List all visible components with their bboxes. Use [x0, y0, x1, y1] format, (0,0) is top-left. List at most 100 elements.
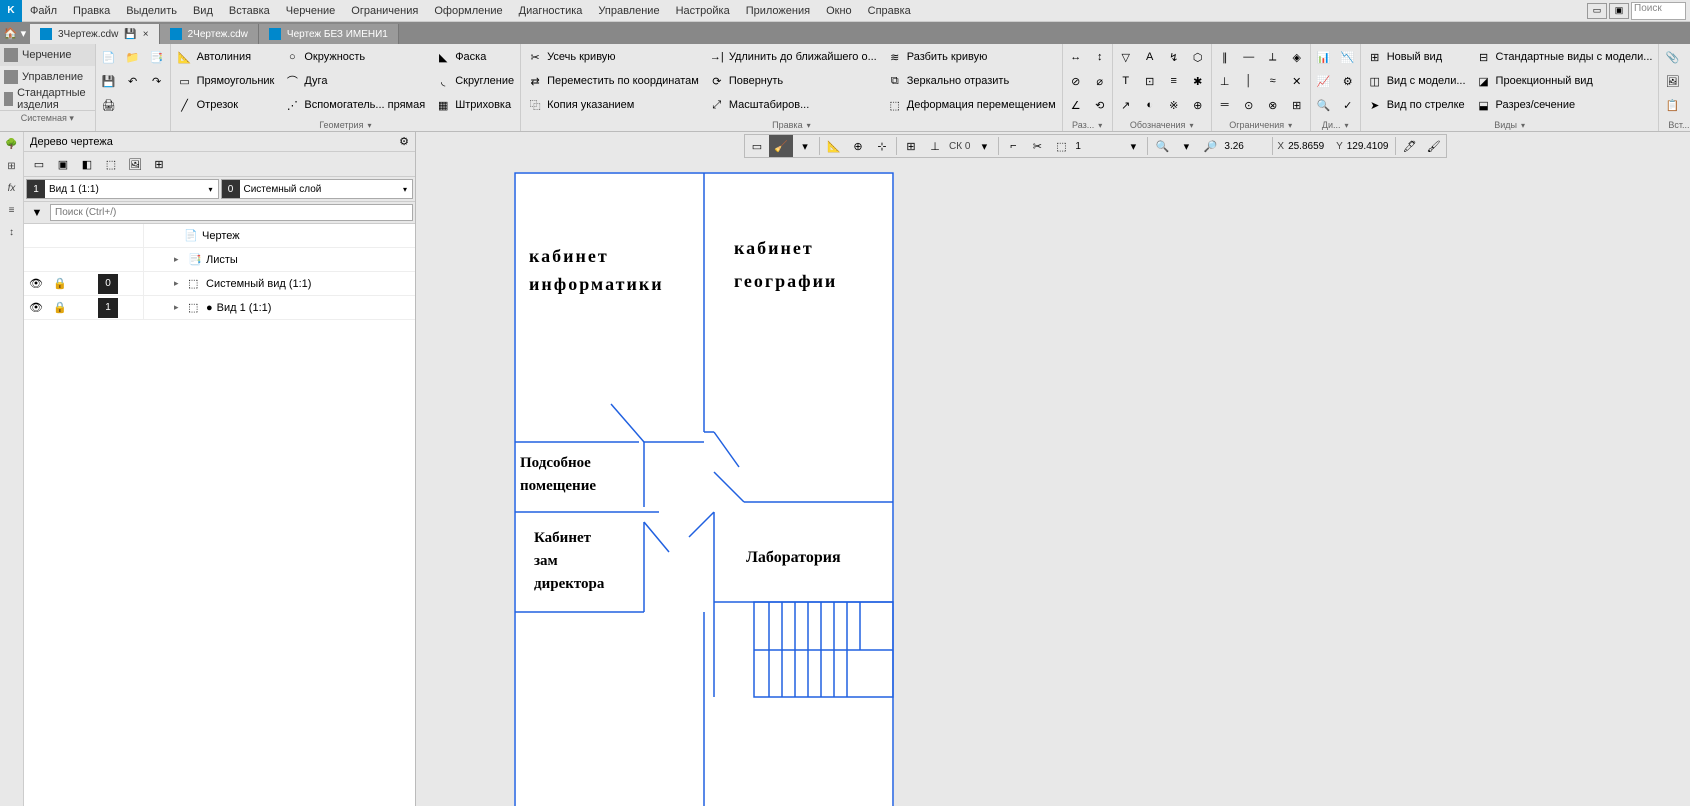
tb4[interactable]: ⬚ [100, 154, 122, 174]
window-tile-icon[interactable]: ▣ [1609, 3, 1629, 19]
newview-button[interactable]: ⊞Новый вид [1363, 46, 1470, 68]
dim1[interactable]: ↔ [1065, 46, 1087, 68]
menu-format[interactable]: Оформление [426, 2, 510, 20]
mirror-button[interactable]: ⧉Зеркально отразить [883, 70, 1060, 92]
copy-button[interactable]: ⿻Копия указанием [523, 94, 703, 116]
menu-edit[interactable]: Правка [65, 2, 118, 20]
menu-apps[interactable]: Приложения [738, 2, 818, 20]
window-layout-icon[interactable]: ▭ [1587, 3, 1607, 19]
tab-0[interactable]: 3Чертеж.cdw 💾 × [30, 24, 160, 44]
c3[interactable]: ═ [1214, 94, 1236, 116]
lock-icon[interactable]: 🔒 [48, 301, 72, 314]
tree-row-root[interactable]: 📄Чертеж [24, 224, 415, 248]
a11[interactable]: ✱ [1187, 70, 1209, 92]
aux-button[interactable]: ⋰Вспомогатель... прямая [280, 94, 429, 116]
tb5[interactable]: 🖼 [124, 154, 146, 174]
c6[interactable]: ⊙ [1238, 94, 1260, 116]
c8[interactable]: ≈ [1262, 70, 1284, 92]
menu-file[interactable]: Файл [22, 2, 65, 20]
mode-manage[interactable]: Управление [0, 66, 95, 88]
menu-drawing[interactable]: Черчение [278, 2, 344, 20]
scale-button[interactable]: ⤢Масштабиров... [705, 94, 881, 116]
tree-row-sheets[interactable]: ▸📑Листы [24, 248, 415, 272]
rail-tree[interactable]: 🌳 [2, 134, 22, 154]
eye-icon[interactable]: 👁 [24, 277, 48, 290]
tree-settings-icon[interactable]: ⚙ [399, 135, 409, 148]
ct-axis[interactable]: ⊹ [870, 135, 894, 157]
c4[interactable]: — [1238, 46, 1260, 68]
mode-drawing[interactable]: Черчение [0, 44, 95, 66]
i4[interactable]: 🔗 [1685, 46, 1690, 68]
modelview-button[interactable]: ◫Вид с модели... [1363, 70, 1470, 92]
ct-l[interactable]: ⌐ [1001, 135, 1025, 157]
section-button[interactable]: ⬓Разрез/сечение [1472, 94, 1657, 116]
tb1[interactable]: ▭ [28, 154, 50, 174]
save2-button[interactable]: 📑 [146, 46, 168, 68]
d4[interactable]: 📉 [1337, 46, 1359, 68]
arrowview-button[interactable]: ➤Вид по стрелке [1363, 94, 1470, 116]
home-tab[interactable]: 🏠 ▾ [0, 22, 30, 44]
ct-dd3[interactable]: ▾ [1174, 135, 1198, 157]
d2[interactable]: 📈 [1313, 70, 1335, 92]
i3[interactable]: 📋 [1661, 94, 1683, 116]
new-button[interactable]: 📄 [98, 46, 120, 68]
a12[interactable]: ⊕ [1187, 94, 1209, 116]
rail-lines[interactable]: ≡ [2, 200, 22, 220]
tab-2[interactable]: Чертеж БЕЗ ИМЕНИ1 [259, 24, 399, 44]
c7[interactable]: ⟂ [1262, 46, 1284, 68]
ct-ortho[interactable]: ⊥ [923, 135, 947, 157]
ct-one[interactable] [1073, 141, 1121, 152]
ct-angle[interactable]: 📐 [822, 135, 846, 157]
menu-insert[interactable]: Вставка [221, 2, 278, 20]
i1[interactable]: 📎 [1661, 46, 1683, 68]
menu-view[interactable]: Вид [185, 2, 221, 20]
mode-std[interactable]: Стандартные изделия [0, 88, 95, 110]
rail-arrows[interactable]: ↕ [2, 222, 22, 242]
move-button[interactable]: ⇄Переместить по координатам [523, 70, 703, 92]
tb6[interactable]: ⊞ [148, 154, 170, 174]
ct-o[interactable]: ⬚ [1049, 135, 1073, 157]
eye-icon[interactable]: 👁 [24, 301, 48, 314]
open-button[interactable]: 📁 [122, 46, 144, 68]
c1[interactable]: ∥ [1214, 46, 1236, 68]
menu-select[interactable]: Выделить [118, 2, 185, 20]
a4[interactable]: A [1139, 46, 1161, 68]
rect-button[interactable]: ▭Прямоугольник [173, 70, 279, 92]
chamfer-button[interactable]: ◣Фаска [431, 46, 518, 68]
dim5[interactable]: ⌀ [1089, 70, 1111, 92]
ct-dd2[interactable]: ▾ [1121, 135, 1145, 157]
d1[interactable]: 📊 [1313, 46, 1335, 68]
ct2[interactable]: ▾ [793, 135, 817, 157]
c2[interactable]: ⊥ [1214, 70, 1236, 92]
ct1[interactable]: ▭ [745, 135, 769, 157]
ct-snap[interactable]: ⊕ [846, 135, 870, 157]
line-button[interactable]: ╱Отрезок [173, 94, 279, 116]
menu-window[interactable]: Окно [818, 2, 860, 20]
view-select[interactable]: 1 Вид 1 (1:1) ▾ [26, 179, 219, 199]
circle-button[interactable]: ○Окружность [280, 46, 429, 68]
break-button[interactable]: ≋Разбить кривую [883, 46, 1060, 68]
dim3[interactable]: ∠ [1065, 94, 1087, 116]
a10[interactable]: ⬡ [1187, 46, 1209, 68]
rail-props[interactable]: ⊞ [2, 156, 22, 176]
c5[interactable]: │ [1238, 70, 1260, 92]
ct-zoom-fit[interactable]: 🔍 [1150, 135, 1174, 157]
rotate-button[interactable]: ⟳Повернуть [705, 70, 881, 92]
print-button[interactable]: 🖨 [98, 94, 120, 116]
fillet-button[interactable]: ◟Скругление [431, 70, 518, 92]
deform-button[interactable]: ⬚Деформация перемещением [883, 94, 1060, 116]
dim4[interactable]: ↕ [1089, 46, 1111, 68]
ct-pen[interactable]: 🖊 [1398, 135, 1422, 157]
stdviews-button[interactable]: ⊟Стандартные виды с модели... [1472, 46, 1657, 68]
save-button[interactable]: 💾 [98, 70, 120, 92]
ct-brush[interactable]: 🖌 [1422, 135, 1446, 157]
ct-zoom[interactable]: 🔎 [1198, 135, 1222, 157]
c9[interactable]: ⊗ [1262, 94, 1284, 116]
hatch-button[interactable]: ▦Штриховка [431, 94, 518, 116]
c12[interactable]: ⊞ [1286, 94, 1308, 116]
dim2[interactable]: ⊘ [1065, 70, 1087, 92]
filter-icon[interactable]: ▼ [26, 204, 48, 221]
arc-button[interactable]: ⌒Дуга [280, 70, 429, 92]
tree-search-input[interactable] [50, 204, 413, 221]
i2[interactable]: 🖼 [1661, 70, 1683, 92]
